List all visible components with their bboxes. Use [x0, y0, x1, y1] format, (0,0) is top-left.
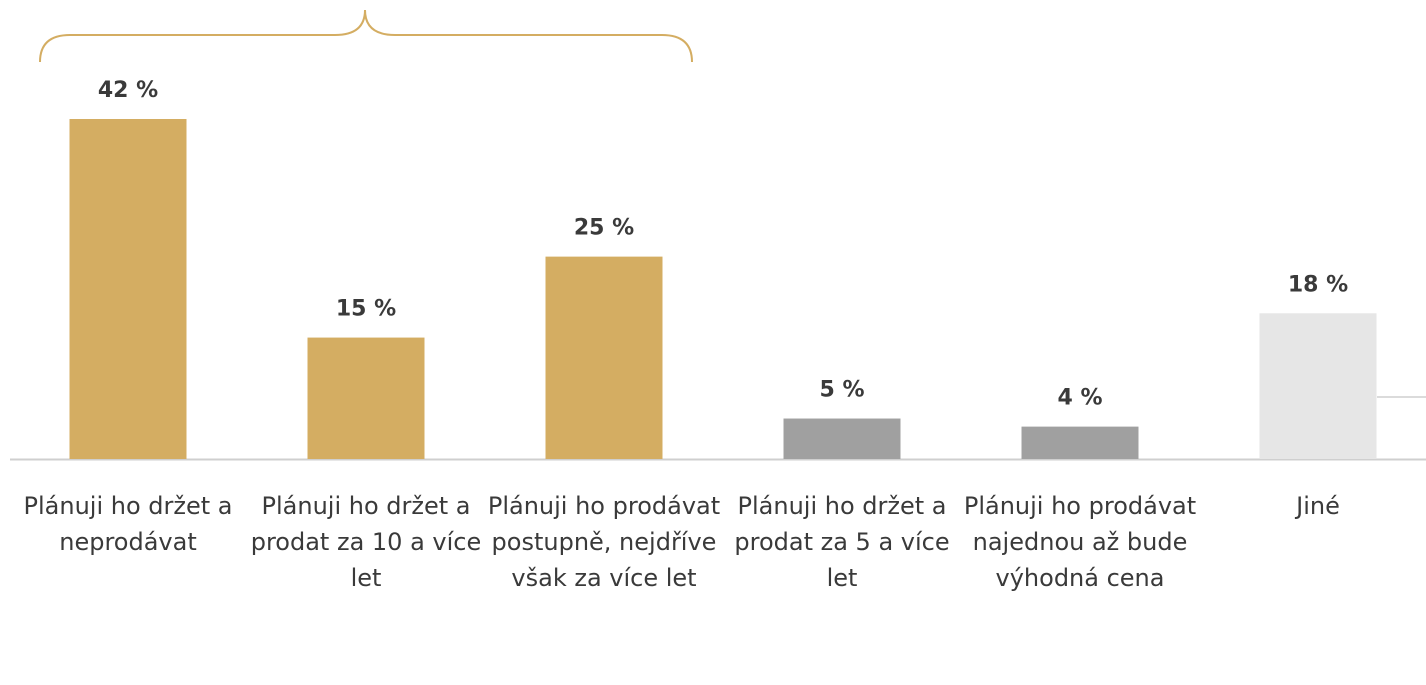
- group-brace: [39, 9, 693, 63]
- bar: [783, 418, 901, 459]
- value-label: 15 %: [336, 297, 396, 322]
- category-label: Plánuji ho držet a neprodávat: [23, 492, 233, 556]
- value-label: 25 %: [574, 216, 634, 241]
- bar: [545, 256, 663, 459]
- value-label: 42 %: [98, 78, 158, 103]
- bar: [1021, 426, 1139, 459]
- category-label: Plánuji ho držet a prodat za 10 a více l…: [250, 492, 482, 592]
- category-label: Jiné: [1296, 492, 1340, 520]
- category-label: Plánuji ho držet a prodat za 5 a více le…: [734, 492, 950, 592]
- value-label: 18 %: [1288, 272, 1348, 297]
- bar: [1259, 313, 1377, 459]
- bar: [69, 119, 187, 459]
- value-label: 5 %: [819, 378, 864, 403]
- value-label: 4 %: [1057, 386, 1102, 411]
- category-label: Plánuji ho prodávat postupně, nejdříve v…: [487, 492, 721, 592]
- category-label: Plánuji ho prodávat najednou až bude výh…: [963, 492, 1197, 592]
- bar: [307, 337, 425, 459]
